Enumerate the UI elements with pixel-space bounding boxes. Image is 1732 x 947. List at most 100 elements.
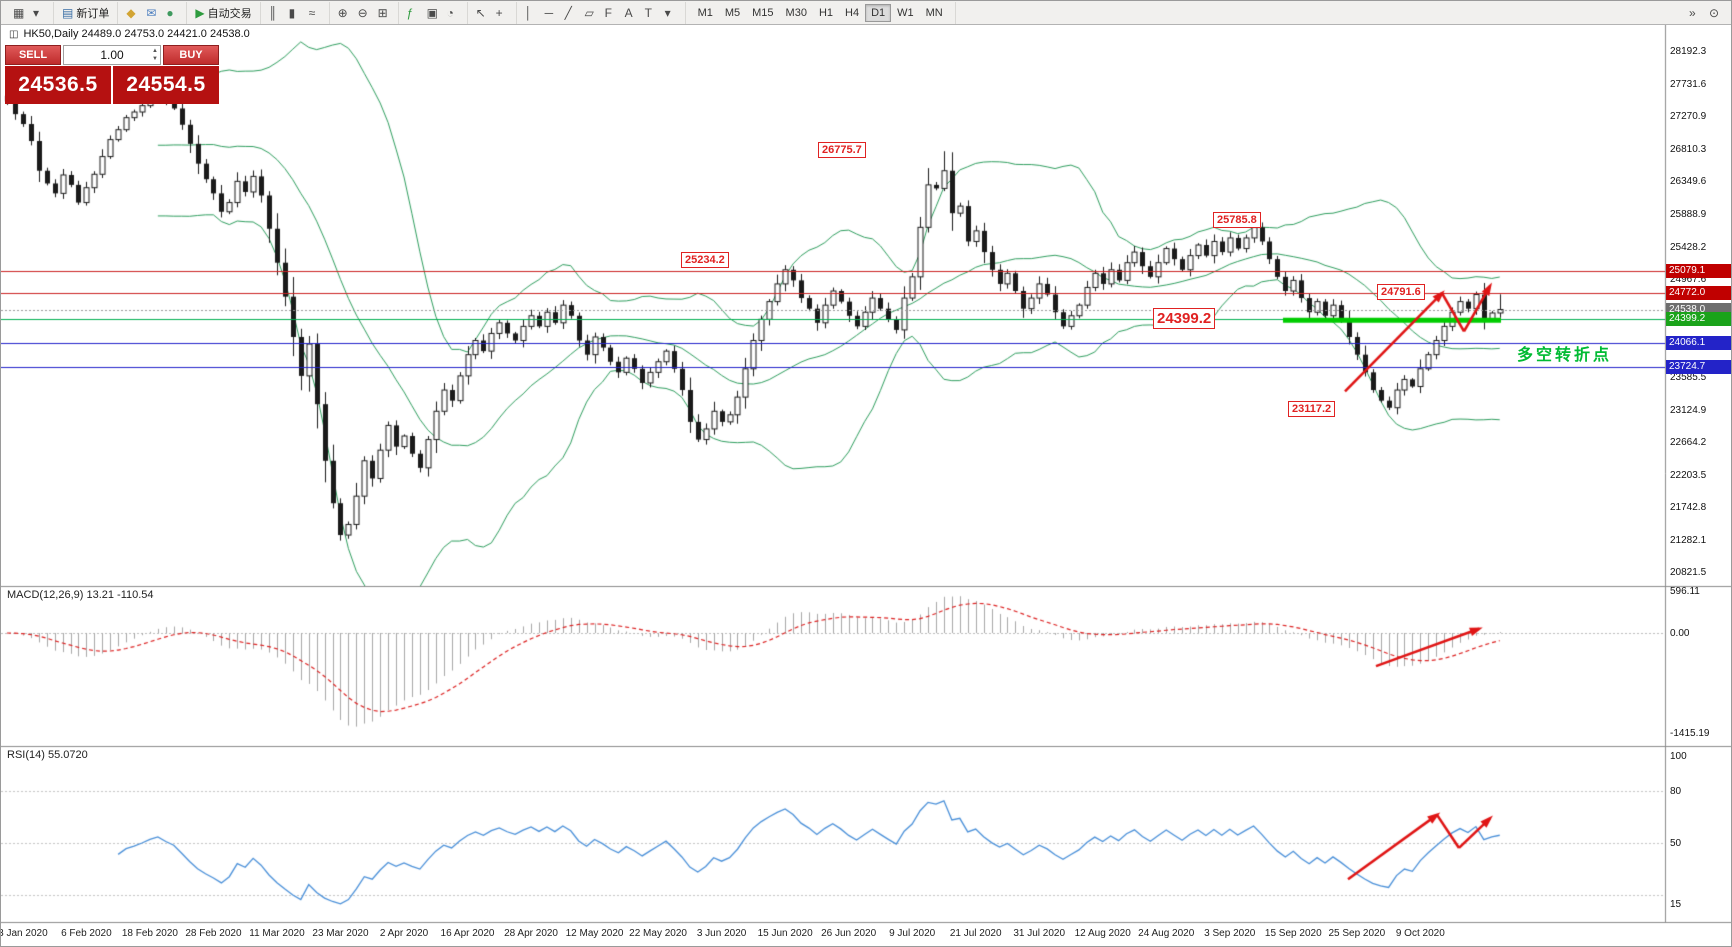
candlestick-mode-button[interactable]: ▮ xyxy=(285,3,305,23)
chart-profiles-icon: ▾ xyxy=(33,5,40,20)
docking-button[interactable]: ⊙ xyxy=(1705,3,1725,23)
rsi-axis-label: 100 xyxy=(1670,750,1687,762)
price-chart-canvas[interactable] xyxy=(1,25,1731,946)
vertical-line-icon: │ xyxy=(524,5,533,20)
bar-chart-mode-icon: ║ xyxy=(268,5,278,20)
chart-overlay: ◫ HK50,Daily 24489.0 24753.0 24421.0 245… xyxy=(0,25,1731,946)
timeframe-mn-button[interactable]: MN xyxy=(920,4,949,22)
autotrading-button[interactable]: ▶ 自动交易 xyxy=(191,3,255,23)
toolbar-group: ▤ 新订单 xyxy=(54,1,119,24)
time-axis-label: 3 Sep 2020 xyxy=(1204,928,1256,939)
volume-down-icon[interactable]: ▼ xyxy=(152,56,158,62)
time-axis-label: 3 Jan 2020 xyxy=(0,928,48,939)
timeframe-m1-button[interactable]: M1 xyxy=(692,4,719,22)
price-level-label: 25785.8 xyxy=(1213,212,1261,229)
buy-price[interactable]: 24554.5 xyxy=(113,66,219,104)
trend-annotation: 多空转折点 xyxy=(1517,347,1613,364)
y-axis-label: 20821.5 xyxy=(1670,567,1707,579)
metaeditor-button[interactable]: ◆ xyxy=(122,3,142,23)
toolbar-overflow-button[interactable]: » xyxy=(1685,3,1705,23)
volume-input[interactable]: 1.00 ▲ ▼ xyxy=(63,45,161,65)
time-axis-label: 23 Mar 2020 xyxy=(312,928,369,939)
arrow-objects-button[interactable]: ▾ xyxy=(661,3,681,23)
text-label-button[interactable]: T xyxy=(641,3,661,23)
zoom-out-button[interactable]: ⊖ xyxy=(354,3,374,23)
panel-divider[interactable] xyxy=(1,585,1731,589)
volume-up-icon[interactable]: ▲ xyxy=(152,48,158,54)
timeframe-d1-button[interactable]: D1 xyxy=(865,3,892,22)
zoom-in-button[interactable]: ⊕ xyxy=(334,3,354,23)
text-button[interactable]: A xyxy=(621,3,641,23)
chart-profiles-button[interactable]: ▾ xyxy=(29,3,49,23)
time-axis-label: 28 Feb 2020 xyxy=(185,928,242,939)
time-axis-label: 6 Feb 2020 xyxy=(61,928,112,939)
rsi-axis-label: 15 xyxy=(1670,898,1682,910)
time-axis-label: 22 May 2020 xyxy=(629,928,687,939)
templates-button[interactable]: ◔ xyxy=(443,3,463,23)
tile-windows-icon: ⊞ xyxy=(377,5,388,20)
templates-icon: ◔ xyxy=(446,5,454,20)
price-tag: 24066.1 xyxy=(1666,335,1731,350)
macd-axis-label: 596.11 xyxy=(1670,586,1700,597)
macd-axis-label: -1415.19 xyxy=(1670,727,1710,739)
sell-button[interactable]: SELL xyxy=(5,45,61,65)
panel-divider[interactable] xyxy=(1,745,1731,749)
time-axis-label: 25 Sep 2020 xyxy=(1328,928,1386,939)
y-axis-label: 23124.9 xyxy=(1670,404,1707,416)
fibonacci-button[interactable]: F xyxy=(601,3,621,23)
objects-list-icon: ▣ xyxy=(426,5,438,20)
cursor-button[interactable]: ↖ xyxy=(472,3,492,23)
indicators-button[interactable]: ƒ xyxy=(403,3,423,23)
time-axis-label: 26 Jun 2020 xyxy=(821,928,877,939)
timeframe-w1-button[interactable]: W1 xyxy=(891,4,920,22)
y-axis-label: 26349.6 xyxy=(1670,176,1707,188)
horizontal-line-button[interactable]: ─ xyxy=(541,3,561,23)
y-axis-label: 21742.8 xyxy=(1670,502,1707,514)
crosshair-button[interactable]: + xyxy=(492,3,512,23)
buy-button[interactable]: BUY xyxy=(163,45,219,65)
new-chart-icon: ▦ xyxy=(13,5,25,20)
vertical-line-button[interactable]: │ xyxy=(521,3,541,23)
community-button[interactable]: ● xyxy=(162,3,182,23)
timeframe-m30-button[interactable]: M30 xyxy=(780,4,813,22)
tile-windows-button[interactable]: ⊞ xyxy=(374,3,394,23)
main-toolbar: ▦ ▾ ▤ 新订单 ◆ ✉ ● ▶ 自动交易 ║ ▮ ≈ ⊕ ⊖ ⊞ ƒ ▣ ◔ ↖ + │ ─ ╱ ▱ F A T ▾ M1 M5 M15… xyxy=(1,1,1731,25)
toolbar-group: ↖ + xyxy=(468,1,517,24)
price-tag: 24772.0 xyxy=(1666,285,1731,300)
timeframe-h1-button[interactable]: H1 xyxy=(813,4,839,22)
y-axis-label: 26810.3 xyxy=(1670,143,1707,155)
timeframe-m5-button[interactable]: M5 xyxy=(719,4,746,22)
equidistant-channel-button[interactable]: ▱ xyxy=(581,3,601,23)
new-chart-button[interactable]: ▦ xyxy=(9,3,29,23)
timeframe-m15-button[interactable]: M15 xyxy=(746,4,779,22)
objects-list-button[interactable]: ▣ xyxy=(423,3,443,23)
time-axis-label: 12 Aug 2020 xyxy=(1074,928,1131,939)
trendline-button[interactable]: ╱ xyxy=(561,3,581,23)
y-axis-label: 24967.6 xyxy=(1670,274,1707,286)
time-axis-label: 28 Apr 2020 xyxy=(504,928,558,939)
time-axis-label: 12 May 2020 xyxy=(565,928,624,939)
messages-button[interactable]: ✉ xyxy=(142,3,162,23)
price-level-label: 25234.2 xyxy=(681,251,729,268)
zoom-out-icon: ⊖ xyxy=(357,5,368,20)
price-tag: 24399.2 xyxy=(1666,312,1731,327)
new-order-button[interactable]: ▤ 新订单 xyxy=(58,3,113,23)
bar-chart-mode-button[interactable]: ║ xyxy=(265,3,285,23)
rsi-axis-label: 80 xyxy=(1670,785,1682,797)
equidistant-channel-icon: ▱ xyxy=(584,5,594,20)
time-axis-label: 2 Apr 2020 xyxy=(379,928,429,939)
line-chart-mode-button[interactable]: ≈ xyxy=(305,3,325,23)
text-icon: A xyxy=(624,5,633,20)
time-axis-label: 3 Jun 2020 xyxy=(696,928,747,939)
horizontal-line-icon: ─ xyxy=(544,5,554,20)
price-level-label: 23117.2 xyxy=(1288,401,1336,418)
timeframe-h4-button[interactable]: H4 xyxy=(839,4,865,22)
y-axis-label: 22664.2 xyxy=(1670,437,1707,449)
toolbar-right-group: » ⊙ xyxy=(1681,2,1729,24)
panel-divider[interactable] xyxy=(1,921,1731,925)
time-axis-label: 18 Feb 2020 xyxy=(121,928,178,939)
arrow-objects-icon: ▾ xyxy=(664,5,671,20)
sell-price[interactable]: 24536.5 xyxy=(5,66,111,104)
metaeditor-icon: ◆ xyxy=(126,5,136,20)
